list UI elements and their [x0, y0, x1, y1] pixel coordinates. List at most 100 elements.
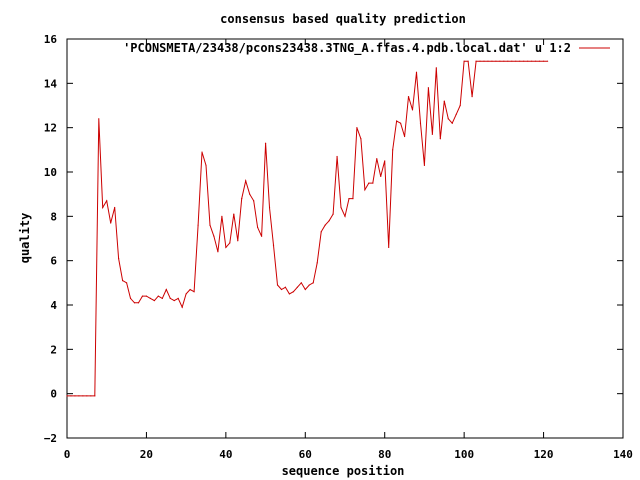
data-point: [98, 118, 100, 120]
data-point: [467, 60, 469, 62]
x-tick-label: 0: [64, 448, 71, 461]
data-point: [237, 240, 239, 242]
x-tick-label: 120: [534, 448, 554, 461]
data-point: [407, 96, 410, 98]
data-point: [296, 286, 298, 288]
data-point: [491, 60, 493, 62]
data-point: [431, 133, 433, 135]
y-tick-label: 16: [44, 33, 58, 46]
x-tick-label: 100: [454, 448, 474, 461]
data-point: [86, 395, 88, 397]
data-point: [137, 302, 140, 304]
data-point: [419, 122, 422, 124]
data-point: [499, 60, 501, 62]
data-point: [213, 235, 215, 237]
data-point: [193, 291, 195, 293]
data-point: [110, 222, 112, 224]
data-point: [388, 246, 390, 248]
data-point: [141, 295, 144, 297]
data-point: [149, 297, 151, 299]
data-point: [483, 60, 485, 62]
data-point: [280, 288, 283, 291]
data-point: [169, 297, 171, 299]
data-point: [173, 299, 175, 302]
data-point: [129, 297, 132, 299]
data-point: [336, 155, 338, 158]
x-tick-label: 20: [140, 448, 153, 461]
series-group: [66, 60, 549, 397]
data-point: [122, 280, 124, 282]
data-point: [372, 182, 374, 184]
data-point: [276, 284, 279, 286]
data-point: [70, 395, 72, 397]
x-tick-label: 140: [613, 448, 633, 461]
data-point: [471, 96, 473, 98]
data-point: [217, 251, 219, 253]
y-tick-label: 6: [50, 255, 57, 268]
data-point: [511, 60, 513, 62]
data-point: [392, 149, 394, 151]
data-point: [503, 60, 505, 62]
y-tick-label: 8: [50, 210, 57, 223]
data-point: [360, 138, 362, 140]
data-point: [320, 231, 322, 233]
data-point: [157, 295, 159, 297]
data-point: [78, 395, 80, 397]
plot-area: [66, 38, 624, 439]
data-point: [106, 200, 108, 202]
axis-ticks: 0 20 40 60 80 100 120 140 −2 0 2 4 6 8 10 12 14 16: [44, 33, 633, 461]
data-point: [249, 193, 251, 195]
data-point: [400, 122, 402, 124]
data-point: [475, 60, 477, 62]
data-point: [507, 60, 509, 62]
x-tick-label: 80: [378, 448, 391, 461]
data-point: [527, 60, 529, 62]
data-point: [264, 142, 267, 144]
y-tick-label: −2: [44, 432, 57, 445]
data-point: [221, 215, 223, 217]
data-point: [288, 293, 290, 295]
data-point: [328, 220, 330, 222]
data-point: [209, 224, 211, 226]
data-point: [542, 60, 545, 62]
y-tick-label: 4: [50, 299, 57, 312]
data-point: [225, 246, 227, 248]
data-point: [257, 226, 259, 229]
data-point: [447, 118, 449, 120]
data-point: [368, 182, 370, 184]
data-point: [463, 60, 465, 62]
y-tick-label: 0: [50, 388, 57, 401]
data-point: [66, 395, 68, 397]
data-point: [304, 288, 306, 291]
data-point: [459, 104, 461, 107]
data-point: [82, 395, 84, 397]
data-point: [546, 60, 549, 62]
data-point: [201, 151, 203, 153]
y-tick-label: 14: [44, 77, 58, 90]
data-point: [165, 288, 167, 291]
data-point: [284, 286, 287, 288]
data-point: [344, 215, 346, 217]
legend-label: 'PCONSMETA/23438/pcons23438.3TNG_A.ffas.…: [123, 41, 571, 56]
data-point: [427, 87, 429, 89]
data-point: [133, 302, 136, 304]
data-point: [261, 235, 263, 237]
data-point: [348, 198, 350, 200]
data-point: [245, 180, 247, 182]
data-point: [411, 109, 414, 111]
data-point: [74, 395, 76, 397]
y-tick-label: 12: [44, 122, 57, 135]
data-point: [487, 60, 489, 62]
y-tick-label: 2: [50, 343, 57, 356]
data-point: [515, 60, 517, 62]
data-point: [376, 158, 378, 160]
data-point: [535, 60, 537, 62]
data-point: [435, 67, 437, 69]
data-point: [531, 60, 533, 62]
data-point: [423, 164, 426, 166]
data-point: [403, 135, 406, 138]
data-point: [181, 306, 183, 308]
y-axis-label: quality: [18, 213, 32, 264]
data-point: [340, 206, 342, 209]
